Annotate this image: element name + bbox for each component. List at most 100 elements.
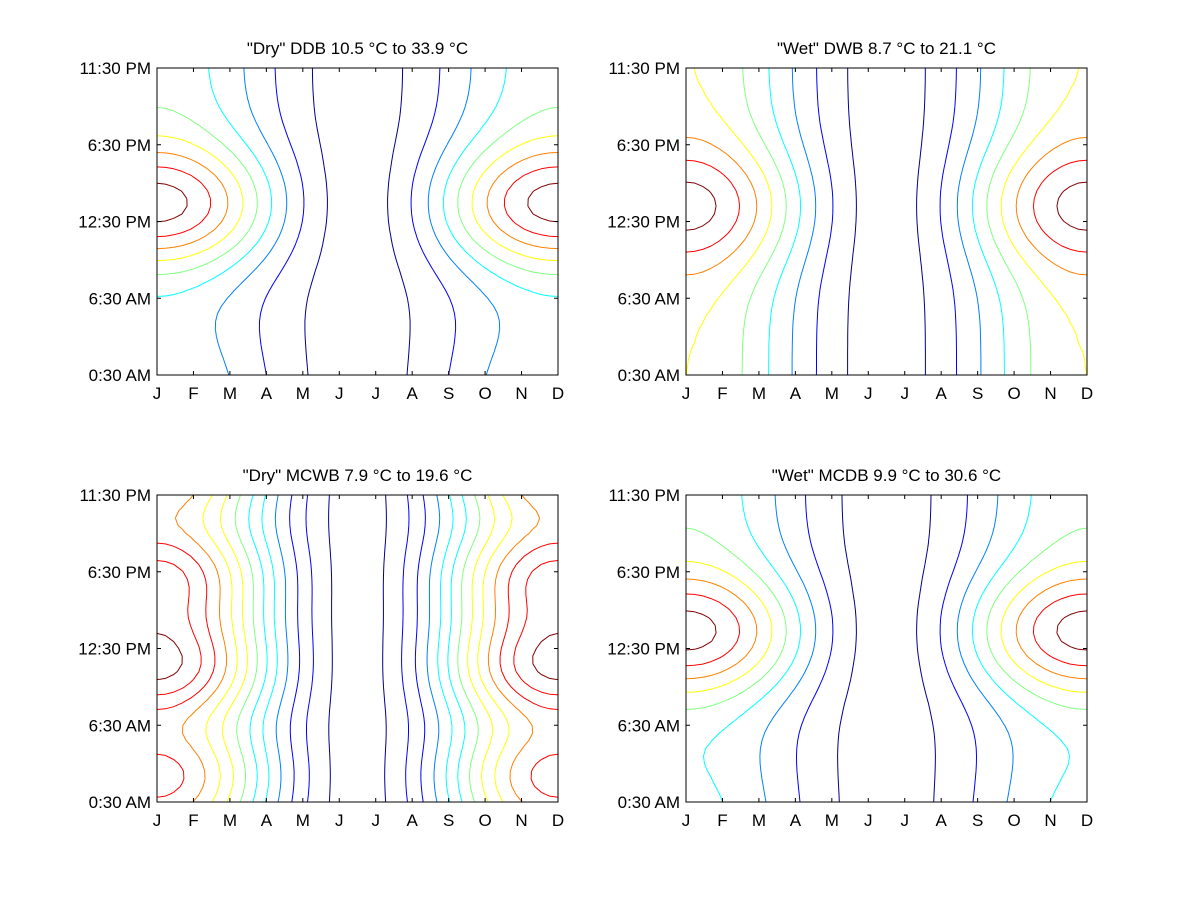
x-tick-label: S xyxy=(972,811,983,830)
contour-line-level-4 xyxy=(157,68,558,297)
axes-frame xyxy=(156,494,559,803)
contour-line-level-9 xyxy=(686,181,1087,231)
contour-panel-3: "Dry" MCWB 7.9 °C to 19.6 °C J F M A M J J A S O N D… xyxy=(78,466,564,830)
contour-line-level-2 xyxy=(796,495,977,802)
x-tick-label: A xyxy=(936,384,948,403)
contour-line-level-2 xyxy=(815,68,958,375)
contour-line-level-8 xyxy=(219,495,496,802)
contour-lines xyxy=(686,68,1087,375)
x-tick-label: J xyxy=(682,811,691,830)
x-tick-label: A xyxy=(407,811,419,830)
contour-line-level-7 xyxy=(686,136,1087,276)
x-tick-label: F xyxy=(717,811,727,830)
y-tick-label: 12:30 PM xyxy=(607,213,680,232)
y-tick-label: 6:30 AM xyxy=(618,716,680,735)
y-tick-label: 11:30 PM xyxy=(608,59,680,78)
x-tick-label: J xyxy=(900,811,909,830)
x-tick-label: D xyxy=(552,384,564,403)
y-tick-label: 12:30 PM xyxy=(607,640,680,659)
x-tick-label: D xyxy=(1081,384,1093,403)
x-tick-label: F xyxy=(188,811,198,830)
x-tick-label: S xyxy=(972,384,983,403)
y-tick-label: 6:30 PM xyxy=(88,563,151,582)
x-tick-label: M xyxy=(825,811,839,830)
x-tick-label: J xyxy=(371,384,380,403)
x-tick-label: J xyxy=(864,384,873,403)
contour-line-level-3 xyxy=(759,495,1014,802)
contour-lines xyxy=(157,495,558,802)
y-tick-label: 0:30 AM xyxy=(89,366,151,385)
contour-line-level-12 xyxy=(157,560,558,696)
contour-line-level-2 xyxy=(305,495,410,802)
contour-line-level-1 xyxy=(304,68,411,375)
chart-title: "Wet" DWB 8.7 °C to 21.1 °C xyxy=(777,39,996,58)
x-tick-label: J xyxy=(682,384,691,403)
x-tick-label: A xyxy=(790,811,802,830)
x-tick-label: D xyxy=(552,811,564,830)
contour-line-level-1 xyxy=(837,495,936,802)
chart-title: "Dry" DDB 10.5 °C to 33.9 °C xyxy=(247,39,468,58)
x-tick-label: M xyxy=(825,384,839,403)
x-tick-label: S xyxy=(443,384,454,403)
x-tick-label: A xyxy=(936,811,948,830)
contour-line-level-5 xyxy=(686,527,1087,710)
x-tick-label: J xyxy=(371,811,380,830)
contour-line-level-6 xyxy=(686,560,1087,693)
x-tick-label: O xyxy=(1007,384,1020,403)
contour-line-level-4 xyxy=(274,495,441,802)
contour-line-level-5 xyxy=(157,107,558,276)
contour-line-level-5 xyxy=(261,495,454,802)
y-tick-label: 0:30 AM xyxy=(618,793,680,812)
x-tick-label: A xyxy=(261,384,273,403)
contour-line-level-6 xyxy=(686,68,1087,375)
x-tick-label: M xyxy=(223,384,237,403)
y-tick-label: 6:30 PM xyxy=(88,136,151,155)
contour-line-level-10 xyxy=(174,495,541,802)
contour-line-level-8 xyxy=(686,593,1087,667)
contour-line-level-8 xyxy=(157,166,558,238)
x-tick-label: S xyxy=(443,811,454,830)
x-tick-label: J xyxy=(153,811,162,830)
x-tick-label: J xyxy=(900,384,909,403)
axes-frame xyxy=(685,67,1088,376)
contour-line-level-9 xyxy=(157,182,558,223)
x-tick-label: A xyxy=(790,384,802,403)
x-tick-label: M xyxy=(752,384,766,403)
contour-line-level-2 xyxy=(258,68,457,375)
x-tick-label: F xyxy=(188,384,198,403)
x-tick-label: A xyxy=(407,384,419,403)
x-tick-label: M xyxy=(296,384,310,403)
contour-line-level-7 xyxy=(234,495,481,802)
x-tick-label: J xyxy=(153,384,162,403)
y-tick-label: 6:30 AM xyxy=(618,289,680,308)
x-tick-label: J xyxy=(335,384,344,403)
x-tick-label: O xyxy=(478,811,491,830)
x-tick-label: N xyxy=(1044,384,1056,403)
axes-frame xyxy=(156,67,559,376)
x-tick-label: O xyxy=(478,384,491,403)
contour-line-level-4 xyxy=(768,68,1005,375)
x-tick-label: D xyxy=(1081,811,1093,830)
y-tick-label: 11:30 PM xyxy=(608,486,680,505)
y-tick-label: 6:30 AM xyxy=(89,289,151,308)
contour-line-level-7 xyxy=(157,152,558,250)
chart-title: "Dry" MCWB 7.9 °C to 19.6 °C xyxy=(243,466,473,485)
contour-lines xyxy=(686,495,1087,802)
y-tick-label: 11:30 PM xyxy=(79,486,151,505)
axes-frame xyxy=(685,494,1088,803)
contour-line-level-1 xyxy=(328,495,387,802)
y-tick-label: 0:30 AM xyxy=(89,793,151,812)
contour-line-level-6 xyxy=(157,135,558,262)
contour-line-level-6 xyxy=(248,495,467,802)
x-tick-label: N xyxy=(515,811,527,830)
x-tick-label: J xyxy=(335,811,344,830)
y-tick-label: 6:30 PM xyxy=(617,136,680,155)
x-tick-label: N xyxy=(1044,811,1056,830)
x-tick-label: J xyxy=(864,811,873,830)
contour-line-level-1 xyxy=(847,68,926,375)
contour-line-level-3 xyxy=(791,68,982,375)
x-tick-label: F xyxy=(717,384,727,403)
contour-line-level-9 xyxy=(686,610,1087,651)
contour-line-level-9 xyxy=(202,495,513,802)
